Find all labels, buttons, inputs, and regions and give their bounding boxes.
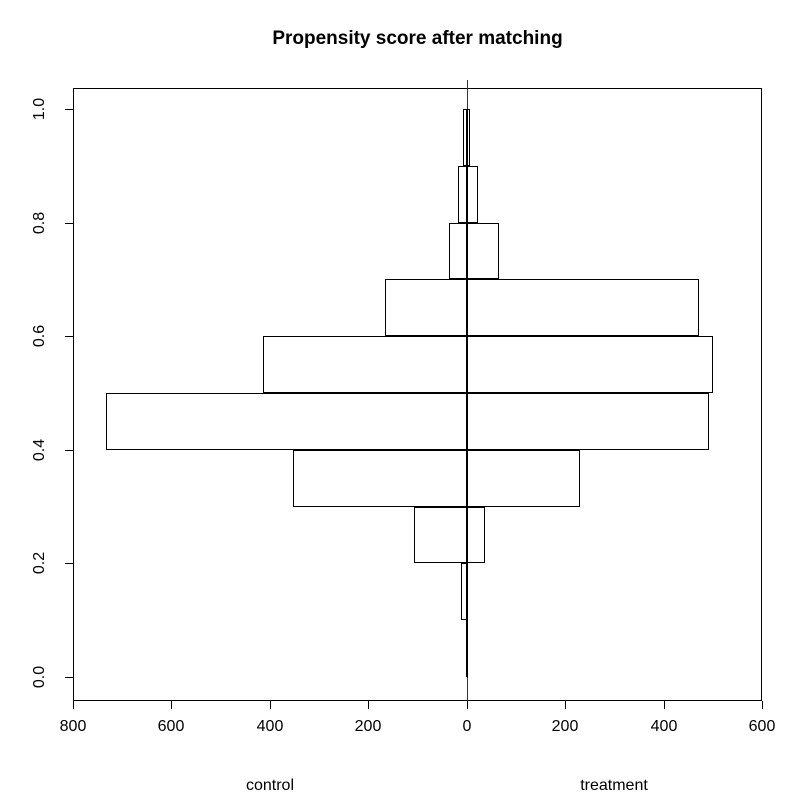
x-axis-right-label: treatment bbox=[580, 777, 648, 794]
control-bar bbox=[262, 336, 467, 393]
y-axis-tick bbox=[65, 677, 73, 678]
y-axis-tick-label: 0.0 bbox=[31, 665, 48, 689]
center-axis-line bbox=[466, 109, 468, 677]
control-bar bbox=[448, 222, 467, 280]
chart-title: Propensity score after matching bbox=[272, 28, 563, 49]
treatment-bar bbox=[466, 449, 580, 507]
treatment-bar bbox=[466, 165, 479, 223]
control-bar bbox=[106, 393, 467, 450]
treatment-bar bbox=[466, 336, 714, 393]
x-axis-tick bbox=[664, 701, 665, 709]
x-axis-tick-label: 800 bbox=[59, 718, 87, 735]
x-axis-tick bbox=[171, 701, 172, 709]
control-bar bbox=[414, 506, 467, 564]
x-axis-tick-label: 600 bbox=[748, 718, 776, 735]
y-axis-tick bbox=[65, 336, 73, 337]
x-axis-tick-label: 600 bbox=[157, 718, 185, 735]
y-axis-tick bbox=[65, 563, 73, 564]
x-axis-tick-label: 400 bbox=[650, 718, 678, 735]
y-axis-tick bbox=[65, 223, 73, 224]
y-axis-tick-label: 0.2 bbox=[31, 551, 48, 575]
y-axis-tick-label: 1.0 bbox=[31, 97, 48, 121]
plot-area-frame bbox=[73, 88, 762, 701]
control-bar bbox=[384, 279, 467, 337]
x-axis-tick bbox=[762, 701, 763, 709]
treatment-bar bbox=[466, 506, 485, 564]
x-axis-tick bbox=[368, 701, 369, 709]
treatment-bar bbox=[466, 279, 699, 337]
x-axis-left-label: control bbox=[245, 777, 295, 794]
x-axis-tick-label: 200 bbox=[354, 718, 382, 735]
x-axis-tick-label: 200 bbox=[551, 718, 579, 735]
x-axis-tick bbox=[467, 701, 468, 709]
y-axis-tick bbox=[65, 109, 73, 110]
x-axis-tick-label: 0 bbox=[462, 718, 472, 735]
y-axis-tick-label: 0.4 bbox=[31, 438, 48, 462]
treatment-bar bbox=[466, 393, 710, 450]
x-axis-tick bbox=[565, 701, 566, 709]
y-axis-tick-label: 0.8 bbox=[31, 211, 48, 235]
center-axis-top-tick bbox=[467, 80, 468, 88]
x-axis-tick bbox=[270, 701, 271, 709]
x-axis-tick bbox=[73, 701, 74, 709]
x-axis-tick-label: 400 bbox=[256, 718, 284, 735]
treatment-bar bbox=[466, 222, 499, 280]
y-axis-tick bbox=[65, 450, 73, 451]
control-bar bbox=[292, 449, 467, 507]
y-axis-tick-label: 0.6 bbox=[31, 324, 48, 348]
